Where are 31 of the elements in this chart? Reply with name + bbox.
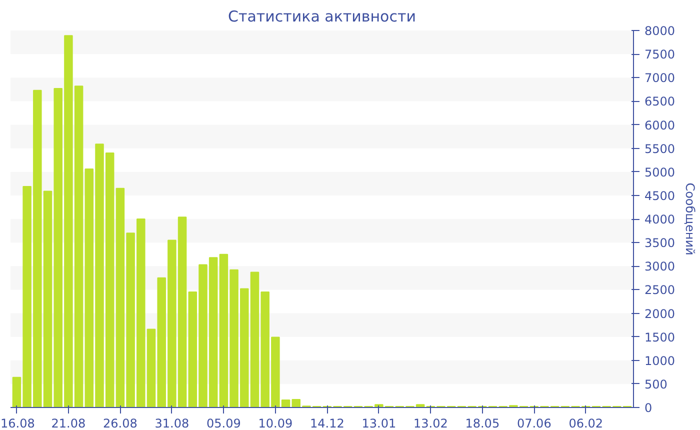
y-tick-label: 1500: [644, 330, 676, 344]
y-tick-label: 2000: [644, 306, 676, 321]
x-tick-label: 18.05: [465, 416, 500, 430]
x-tick-label: 31.08: [154, 416, 190, 430]
y-axis-title: Сообщений: [683, 182, 698, 256]
y-tick-label: 5000: [644, 165, 676, 180]
y-tick-label: 1000: [644, 354, 676, 368]
x-tick-label: 14.12: [310, 416, 344, 430]
y-tick-label: 7500: [644, 48, 676, 62]
x-tick-label: 13.02: [413, 416, 448, 430]
y-tick-label: 3000: [644, 260, 676, 274]
y-tick-label: 6000: [644, 118, 676, 132]
y-tick-label: 4000: [644, 212, 676, 226]
x-tick-label: 07.06: [516, 416, 552, 430]
y-tick-label: 0: [644, 401, 652, 415]
y-tick-label: 7000: [644, 71, 676, 86]
chart-title: Статистика активности: [228, 8, 416, 26]
x-tick-label: 05.09: [206, 416, 241, 430]
y-tick-label: 2500: [644, 283, 676, 298]
x-tick-label: 10.09: [258, 416, 293, 430]
y-tick-label: 3500: [644, 236, 676, 250]
x-tick-label: 16.08: [0, 416, 35, 430]
y-tick-label: 500: [644, 377, 668, 392]
y-tick-label: 5500: [644, 142, 676, 156]
y-tick-label: 6500: [644, 94, 676, 109]
y-tick-label: 4500: [644, 188, 676, 203]
y-tick-label: 8000: [644, 24, 676, 38]
x-tick-label: 26.08: [103, 416, 138, 430]
x-tick-label: 21.08: [51, 416, 86, 430]
x-tick-label: 13.01: [362, 416, 396, 430]
x-tick-label: 06.02: [568, 416, 604, 430]
